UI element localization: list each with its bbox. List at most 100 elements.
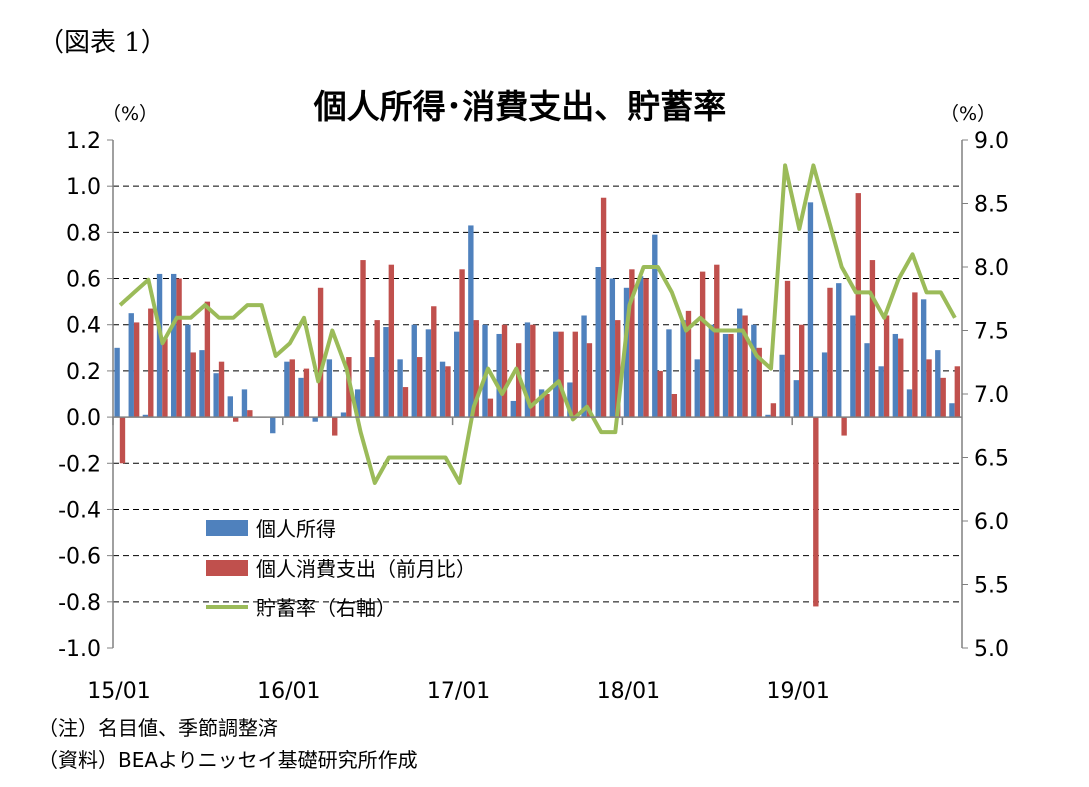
bar-spending [332, 417, 338, 436]
bar-income [312, 417, 318, 422]
bar-spending [827, 287, 833, 418]
bar-income [751, 324, 757, 418]
bar-income [482, 324, 488, 418]
bar-income [892, 333, 899, 418]
bar-income [354, 389, 361, 418]
bar-spending [714, 264, 720, 418]
bar-income [298, 377, 304, 418]
bar-spending [883, 315, 890, 418]
y-tick-label: 0.8 [66, 221, 101, 246]
y2-tick-label: 6.0 [974, 510, 1009, 535]
bar-spending [770, 403, 777, 418]
note-text: （注）名目値、季節調整済 [38, 716, 278, 740]
bar-spending [232, 417, 239, 422]
bar-income [383, 327, 389, 418]
bar-income [694, 359, 700, 418]
bar-spending [190, 352, 196, 418]
x-tick-label: 19/01 [766, 679, 829, 704]
legend-label-income: 個人所得 [256, 517, 336, 541]
bar-income [553, 331, 559, 418]
y2-tick-label: 8.0 [974, 256, 1009, 281]
bar-spending [501, 324, 508, 418]
bar-spending [218, 361, 225, 418]
source-text: （資料）BEAよりニッセイ基礎研究所作成 [38, 748, 418, 772]
bar-income [114, 347, 120, 418]
bar-income [538, 389, 545, 418]
bar-spending [204, 301, 211, 418]
bar-income [241, 389, 248, 418]
bar-spending [841, 417, 847, 436]
bar-spending [530, 324, 536, 418]
bar-spending [940, 377, 946, 418]
bar-spending [289, 359, 295, 418]
bar-income [906, 389, 913, 418]
bar-income [340, 412, 347, 418]
bar-income [920, 299, 927, 418]
legend-label-saving: 貯蓄率（右軸） [256, 596, 396, 620]
bar-income [793, 380, 799, 418]
bar-spending [586, 343, 593, 418]
bar-income [185, 324, 191, 418]
bar-spending [742, 315, 748, 418]
bar-spending [728, 333, 734, 418]
bar-income [468, 225, 474, 418]
y2-tick-label: 6.5 [974, 447, 1009, 472]
bar-spending [615, 320, 621, 418]
y2-tick-label: 7.5 [974, 320, 1009, 345]
y-tick-label: 0.0 [66, 406, 101, 431]
bar-spending [176, 278, 182, 418]
bar-spending [600, 197, 607, 418]
bar-income [737, 308, 743, 418]
bar-income [807, 202, 814, 418]
y-tick-label: 0.4 [66, 314, 101, 339]
saving-rate-polyline [118, 163, 957, 485]
bar-income [454, 331, 460, 418]
chart-title: 個人所得･消費支出、貯蓄率 [313, 87, 727, 126]
bar-income [949, 403, 955, 418]
saving-rate-line [118, 163, 957, 485]
bar-spending [431, 306, 437, 418]
right-axis-unit: （%） [940, 103, 996, 125]
bar-income [213, 373, 219, 418]
bar-income [623, 287, 630, 418]
bar-spending [643, 278, 649, 418]
bar-spending [685, 310, 692, 418]
legend-swatch-spending [206, 560, 248, 576]
bar-income [935, 350, 941, 418]
bar-spending [784, 280, 791, 418]
bar-income [680, 320, 686, 418]
bar-spending [572, 331, 578, 418]
bar-spending [360, 260, 366, 418]
bar-income [666, 329, 672, 418]
bar-income [567, 382, 573, 418]
bar-income [637, 276, 644, 418]
bar-income [270, 417, 276, 434]
bar-income [171, 273, 177, 418]
bar-income [326, 359, 333, 418]
bar-spending [813, 417, 819, 607]
bar-spending [133, 322, 140, 418]
bar-income [581, 315, 587, 418]
bar-income [510, 400, 516, 418]
bar-spending [416, 357, 423, 418]
y-tick-label: 0.2 [66, 360, 101, 385]
bar-income [142, 414, 149, 418]
bar-spending [869, 260, 876, 418]
x-tick-label: 18/01 [597, 679, 660, 704]
bar-spending [317, 287, 324, 418]
y2-tick-label: 5.5 [974, 574, 1009, 599]
bar-income [439, 361, 446, 418]
y-tick-label: 1.0 [66, 175, 101, 200]
bar-income [722, 333, 729, 418]
bar-spending [402, 387, 409, 418]
y-tick-label: 0.6 [66, 268, 101, 293]
bar-income [765, 414, 771, 418]
legend-swatch-income [206, 520, 248, 536]
y2-tick-label: 9.0 [974, 129, 1009, 154]
bar-income [128, 313, 134, 418]
bar-income [836, 283, 842, 418]
bar-income [397, 359, 403, 418]
bar-income [524, 322, 531, 418]
y2-tick-label: 7.0 [974, 383, 1009, 408]
